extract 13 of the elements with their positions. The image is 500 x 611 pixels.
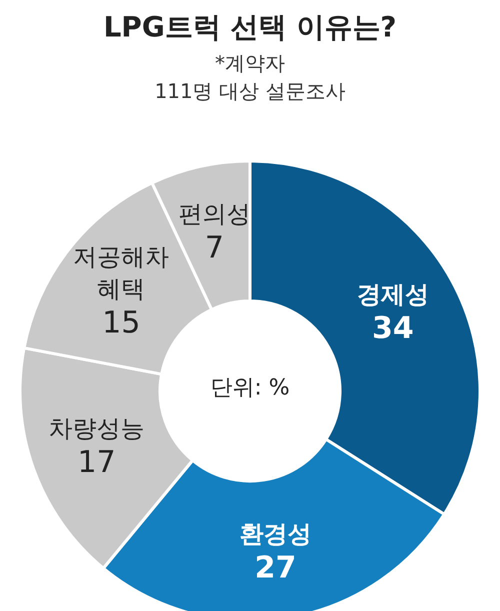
slice-label: 환경성 <box>240 520 312 548</box>
slice-label: 편의성 <box>178 200 250 228</box>
data-label: 7 <box>204 230 224 266</box>
data-label: 27 <box>254 550 296 586</box>
text: 단위: % <box>210 376 290 401</box>
slice-label: 저공해차 혜택 <box>73 243 170 304</box>
data-label: 15 <box>102 306 140 341</box>
slice-label: 경제성 <box>356 280 429 309</box>
chart-title: LPG트럭 선택 이유는? <box>103 10 397 44</box>
chart-subtitle: *계약자 111명 대상 설문조사 <box>154 51 346 103</box>
data-label: 34 <box>372 311 414 346</box>
slice-label: 차량성능 <box>48 414 145 442</box>
data-label: 17 <box>78 444 116 480</box>
